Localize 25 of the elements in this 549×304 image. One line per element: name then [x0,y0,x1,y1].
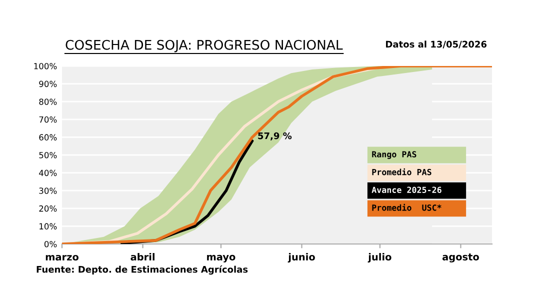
x-tick-label: junio [288,253,315,263]
y-tick-label: 40% [39,170,57,176]
y-tick-label: 10% [40,223,57,230]
annotation: 57,9 % [258,132,292,140]
y-tick-label: 70% [39,116,57,123]
x-tick-label: julio [368,253,392,263]
x-tick-label: agosto [442,254,479,262]
y-tick-label: 0% [44,240,57,248]
x-tick-label: mayo [207,254,236,262]
y-tick-label: 30% [39,188,57,194]
y-tick-label: 50% [39,152,57,158]
y-tick-label: 80% [39,98,57,105]
text: Rango PAS [372,151,416,160]
y-tick-label: 20% [39,205,57,212]
source-note: Fuente: Depto. de Estimaciones Agrícolas [36,265,248,275]
text: Avance 2025-26 [372,186,442,194]
y-tick-label: 100% [34,62,57,70]
text: Promedio USC* [372,204,442,211]
chart-title: COSECHA DE SOJA: PROGRESO NACIONAL [66,40,343,52]
x-tick-label: marzo [46,254,78,261]
y-tick-label: 90% [39,80,57,88]
text: Promedio PAS [372,168,432,176]
text: Datos al 13/05/2026 [386,40,487,48]
x-tick-label: abril [130,253,154,261]
y-tick-label: 60% [39,134,57,140]
